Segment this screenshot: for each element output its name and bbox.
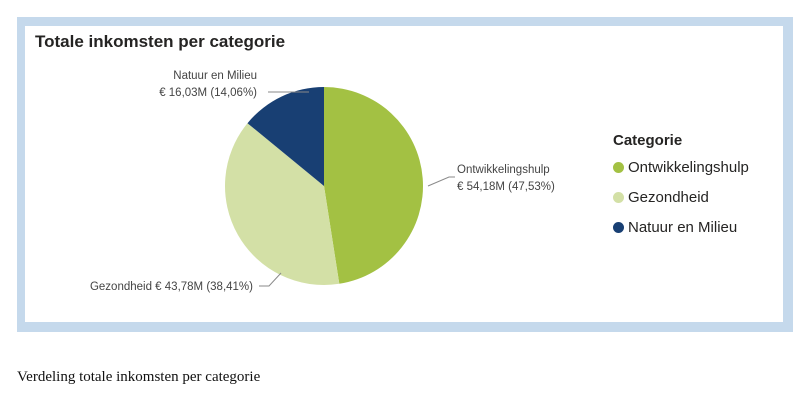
chart-frame: Totale inkomsten per categorie Ontwikkel…: [17, 17, 793, 332]
data-label: Gezondheid € 43,78M (38,41%): [90, 281, 253, 293]
legend-dot-icon: [613, 191, 624, 203]
data-label: € 16,03M (14,06%): [159, 87, 257, 99]
legend-item-label: Ontwikkelingshulp: [628, 158, 749, 176]
legend-item-label: Natuur en Milieu: [628, 218, 738, 236]
pie-slice-gezondheid[interactable]: [224, 123, 340, 286]
data-label: Natuur en Milieu: [173, 70, 257, 82]
leader-line: [259, 272, 282, 287]
leader-line: [427, 176, 455, 187]
data-label: € 54,18M (47,53%): [457, 181, 555, 193]
legend-dot-icon: [613, 161, 624, 173]
pie-slice-natuur-en-milieu[interactable]: [247, 87, 324, 186]
pie-slice-ontwikkelingshulp[interactable]: [324, 87, 424, 284]
legend-dot-icon: [613, 221, 624, 233]
chart-panel: Totale inkomsten per categorie Ontwikkel…: [25, 26, 783, 322]
chart-title: Totale inkomsten per categorie: [35, 32, 286, 51]
legend-item-gezondheid[interactable]: Gezondheid: [613, 182, 778, 212]
legend-title: Categorie: [613, 132, 683, 149]
legend-item-natuur-en-milieu[interactable]: Natuur en Milieu: [613, 212, 778, 242]
legend-item-label: Gezondheid: [628, 188, 709, 206]
legend-item-ontwikkelingshulp[interactable]: Ontwikkelingshulp: [613, 152, 778, 182]
pie-chart: Ontwikkelingshulp € 54,18M (47,53%) Gezond…: [90, 70, 555, 293]
figure-caption: Verdeling totale inkomsten per categorie: [17, 369, 261, 385]
legend: Categorie Ontwikkelingshulp Gezondheid N…: [613, 130, 778, 242]
data-label: Ontwikkelingshulp: [457, 164, 550, 176]
